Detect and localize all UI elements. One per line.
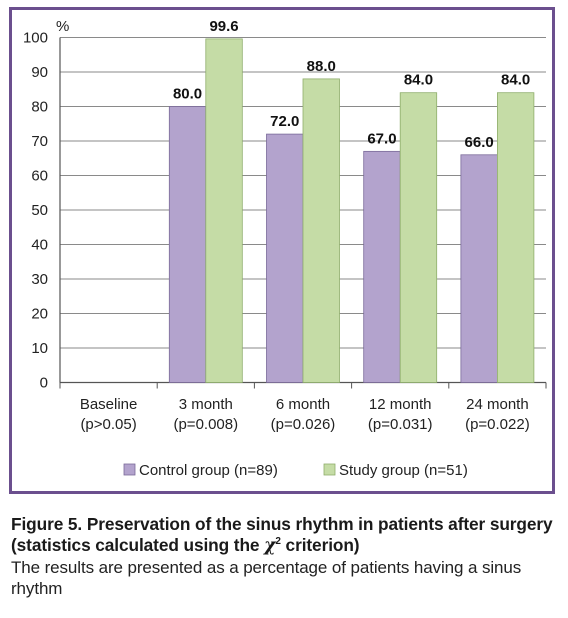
- x-tick-sublabel: (p=0.026): [271, 416, 336, 433]
- y-tick-label: 80: [31, 99, 48, 116]
- caption-title: Figure 5. Preservation of the sinus rhyt…: [11, 514, 559, 557]
- y-tick-label: 50: [31, 202, 48, 219]
- x-tick-sublabel: (p>0.05): [80, 416, 136, 433]
- data-label: 84.0: [404, 72, 433, 89]
- bar: [302, 78, 340, 383]
- bar: [168, 106, 207, 383]
- bar: [496, 92, 535, 383]
- y-axis-label: %: [56, 18, 69, 35]
- y-tick-label: 20: [31, 306, 48, 323]
- chi-symbol: χ: [264, 536, 276, 556]
- data-label: 80.0: [173, 86, 202, 103]
- legend-label: Control group (n=89): [139, 462, 278, 479]
- chi-superscript: 2: [275, 536, 281, 548]
- y-tick-label: 40: [31, 237, 48, 254]
- data-label: 99.6: [209, 18, 238, 35]
- data-label: 72.0: [270, 113, 299, 130]
- x-tick-sublabel: (p=0.022): [465, 416, 530, 433]
- x-tick-sublabel: (p=0.031): [368, 416, 433, 433]
- y-tick-label: 100: [23, 30, 48, 47]
- data-label: 84.0: [501, 72, 530, 89]
- y-tick-label: 30: [31, 271, 48, 288]
- x-tick-label: Baseline: [80, 396, 138, 413]
- y-tick-label: 70: [31, 133, 48, 150]
- legend-swatch: [323, 463, 336, 476]
- legend-label: Study group (n=51): [339, 462, 468, 479]
- x-tick-sublabel: (p=0.008): [173, 416, 238, 433]
- y-tick-label: 10: [31, 340, 48, 357]
- y-tick-label: 60: [31, 168, 48, 185]
- x-tick-label: 3 month: [179, 396, 233, 413]
- y-tick-label: 90: [31, 64, 48, 81]
- data-label: 66.0: [465, 134, 494, 151]
- x-tick-label: 12 month: [369, 396, 432, 413]
- bar: [460, 154, 498, 383]
- x-tick-label: 6 month: [276, 396, 330, 413]
- y-tick-label: 0: [40, 375, 48, 392]
- caption-title-text: Figure 5. Preservation of the sinus rhyt…: [11, 514, 553, 555]
- figure-caption: Figure 5. Preservation of the sinus rhyt…: [11, 514, 559, 599]
- x-tick-label: 24 month: [466, 396, 529, 413]
- bar-chart: 0 10 20 30 40 50 60 70 80 90 100% 80.0 72.0 67.0 66.0 9…: [23, 18, 547, 479]
- data-label: 88.0: [307, 58, 336, 75]
- chart-frame: 0 10 20 30 40 50 60 70 80 90 100% 80.0 72.0 67.0 66.0 9…: [9, 7, 555, 494]
- bar: [205, 38, 243, 383]
- bar: [266, 133, 304, 383]
- bar: [363, 150, 401, 383]
- caption-title-end: criterion): [280, 535, 360, 555]
- bar: [399, 92, 438, 383]
- legend-swatch: [123, 463, 136, 476]
- data-label: 67.0: [367, 130, 396, 147]
- caption-body: The results are presented as a percentag…: [11, 558, 522, 598]
